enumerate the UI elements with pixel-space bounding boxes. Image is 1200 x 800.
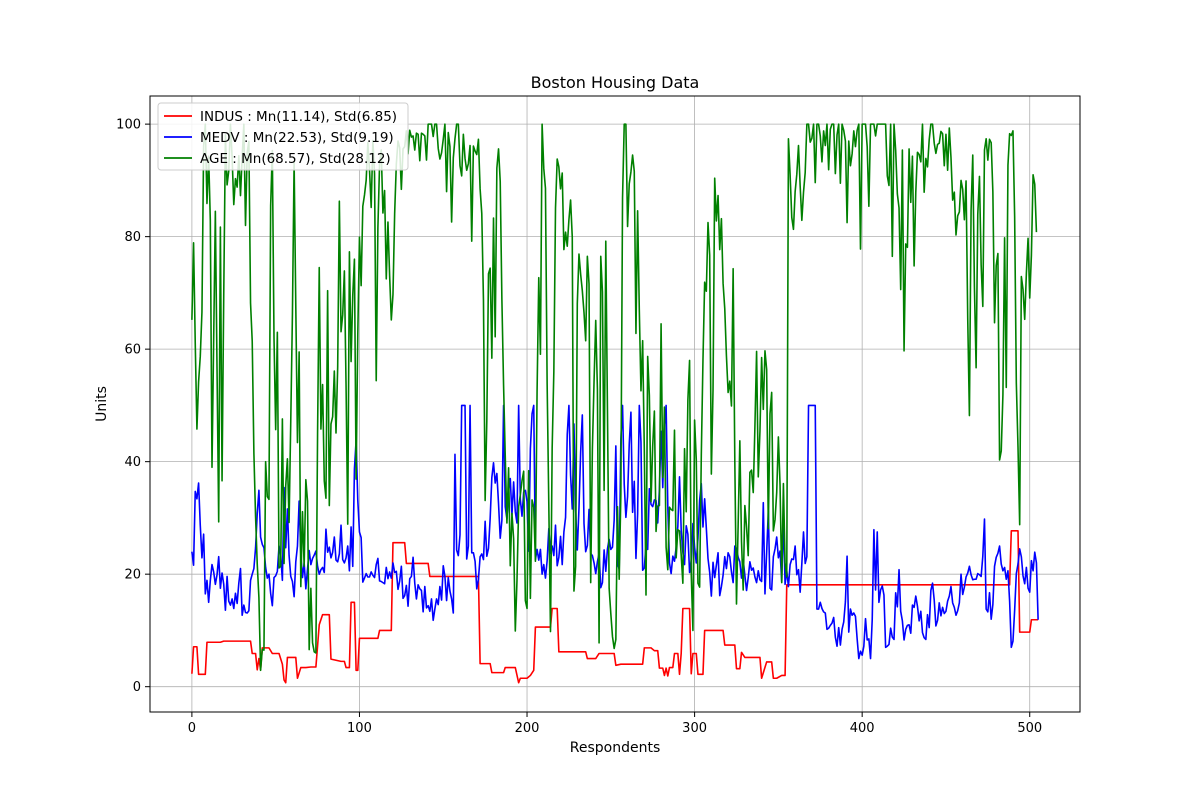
series-line-3 <box>191 123 1038 672</box>
x-tick-label: 300 <box>682 721 707 736</box>
y-tick-label: 20 <box>124 568 141 583</box>
x-tick-label: 500 <box>1017 721 1042 736</box>
x-tick-label: 400 <box>850 721 875 736</box>
y-tick-label: 80 <box>124 230 141 245</box>
series-group <box>191 123 1039 684</box>
series-line-2 <box>191 404 1039 660</box>
series-line-1 <box>191 530 1039 684</box>
x-tick-label: 200 <box>515 721 540 736</box>
x-tick-label: 0 <box>188 721 196 736</box>
legend-box <box>157 102 409 171</box>
legend-entry: MEDV : Mn(22.53), Std(9.19) <box>200 130 394 146</box>
y-tick-label: 40 <box>124 455 141 470</box>
legend: INDUS : Mn(11.14), Std(6.85) MEDV : Mn(22… <box>157 102 409 171</box>
x-tick-label: 100 <box>347 721 372 736</box>
legend-entry: INDUS : Mn(11.14), Std(6.85) <box>200 109 397 125</box>
y-tick-label: 100 <box>116 118 141 133</box>
plot-frame <box>149 95 1081 713</box>
y-axis-ticks: 0 20 40 60 80 100 <box>116 118 150 695</box>
y-tick-label: 0 <box>133 680 141 695</box>
x-axis-ticks: 0 100 200 300 400 500 <box>188 712 1042 736</box>
chart-title: Boston Housing Data <box>531 73 700 92</box>
x-axis-label: Respondents <box>570 740 661 756</box>
y-tick-label: 60 <box>124 343 141 358</box>
y-axis-label: Units <box>94 386 110 422</box>
legend-entry: AGE : Mn(68.57), Std(28.12) <box>200 151 391 167</box>
